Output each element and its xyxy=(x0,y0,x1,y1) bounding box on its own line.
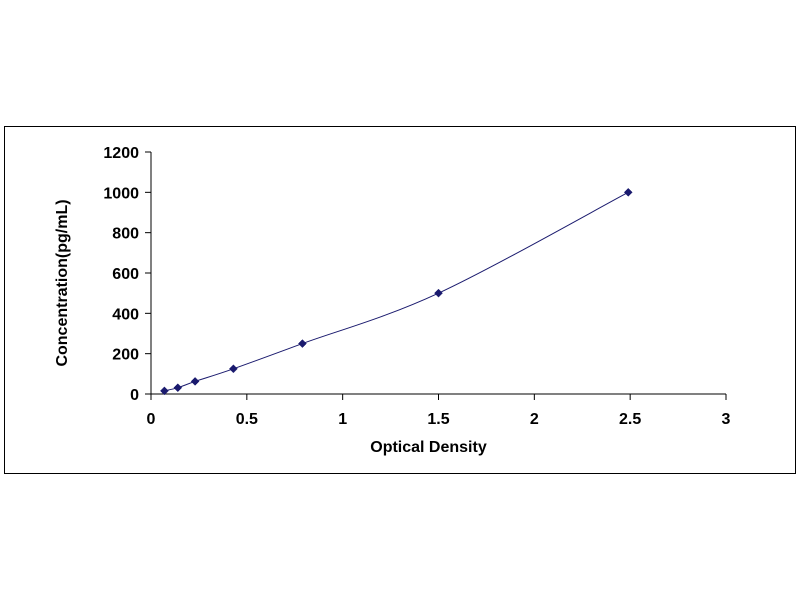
x-tick-label: 1 xyxy=(338,411,347,428)
y-tick-label: 600 xyxy=(112,266,139,283)
y-axis-title: Concentration(pg/mL) xyxy=(54,199,71,366)
x-tick-label: 0.5 xyxy=(236,411,258,428)
y-tick-label: 800 xyxy=(112,226,139,243)
y-tick-label: 1000 xyxy=(103,185,139,202)
data-point xyxy=(229,364,238,374)
fit-curve-line xyxy=(164,191,629,392)
y-tick-label: 1200 xyxy=(103,145,139,162)
data-point xyxy=(298,339,307,348)
data-points xyxy=(160,187,633,396)
data-point xyxy=(173,383,183,393)
y-axis-ticks: 0 200 400 600 800 1000 1200 xyxy=(103,145,151,404)
x-tick-label: 0 xyxy=(147,411,156,428)
x-tick-label: 2 xyxy=(530,411,539,428)
x-tick-label: 3 xyxy=(722,411,731,428)
y-tick-label: 200 xyxy=(112,347,139,364)
x-tick-label: 1.5 xyxy=(427,411,449,428)
chart-frame: 0 0.5 1 1.5 2 2.5 3 0 200 400 600 800 1000 1200 Opti… xyxy=(4,126,796,474)
data-point xyxy=(190,377,200,386)
data-point xyxy=(623,187,633,197)
data-point xyxy=(434,288,443,298)
x-axis-ticks: 0 0.5 1 1.5 2 2.5 3 xyxy=(147,394,731,428)
chart-svg: 0 0.5 1 1.5 2 2.5 3 0 200 400 600 800 1000 1200 Opti… xyxy=(54,145,731,456)
x-axis-title: Optical Density xyxy=(370,439,487,456)
x-tick-label: 2.5 xyxy=(619,411,641,428)
fit-curve xyxy=(164,191,629,392)
y-tick-label: 0 xyxy=(130,387,139,404)
data-point xyxy=(160,386,169,396)
axes xyxy=(150,152,726,395)
y-tick-label: 400 xyxy=(112,306,139,323)
